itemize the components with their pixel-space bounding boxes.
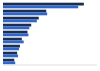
bar — [3, 41, 24, 44]
bar — [3, 48, 19, 51]
bar — [3, 31, 27, 34]
bar — [3, 62, 15, 65]
bar — [3, 17, 39, 20]
bar — [3, 24, 31, 27]
bar — [3, 6, 78, 9]
bar — [3, 3, 84, 6]
x-axis — [3, 65, 97, 66]
bar — [3, 20, 37, 23]
bar — [3, 55, 18, 58]
bar — [3, 59, 14, 62]
chart — [0, 0, 100, 71]
bar — [3, 45, 20, 48]
bar — [3, 10, 46, 13]
bar — [3, 34, 28, 37]
bar — [3, 38, 22, 41]
bar — [3, 52, 17, 55]
bar — [3, 27, 29, 30]
bar — [3, 13, 47, 16]
bars — [3, 3, 84, 65]
